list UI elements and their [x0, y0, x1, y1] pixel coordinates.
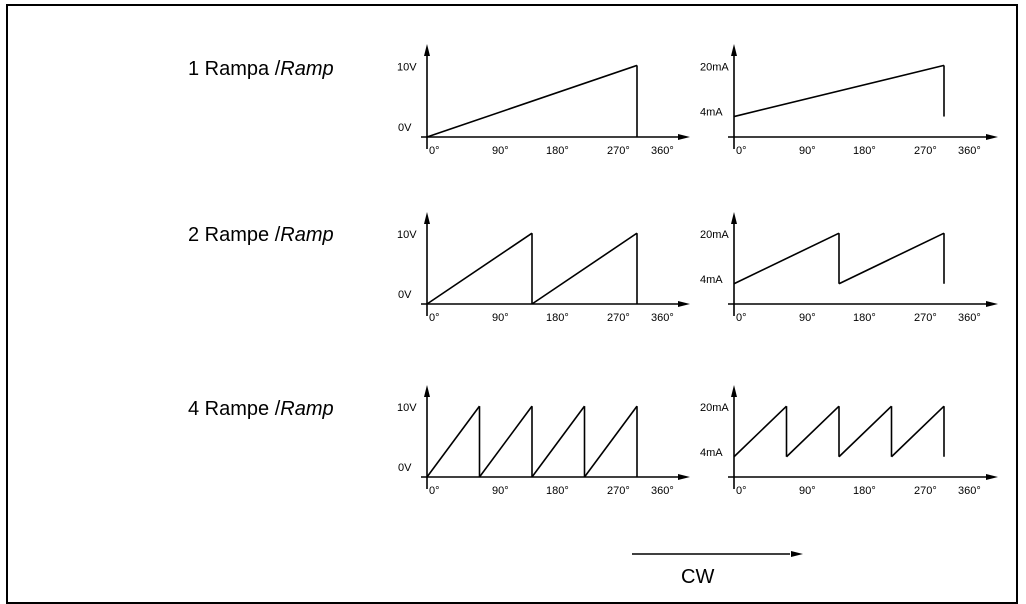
current-low-label: 4mA — [700, 447, 723, 459]
row-label-italic: Ramp — [280, 58, 334, 80]
voltage-x-axis-arrow — [678, 134, 690, 140]
current-y-axis-arrow — [731, 385, 737, 397]
angle-tick-label: 180° — [853, 145, 876, 157]
voltage-high-label: 10V — [397, 402, 417, 414]
row-label-2-ramps: 2 Rampe /Ramp — [188, 224, 334, 247]
voltage-y-axis-arrow — [424, 212, 430, 224]
angle-tick-label: 90° — [492, 312, 509, 324]
angle-tick-label: 180° — [546, 485, 569, 497]
current-y-axis-arrow — [731, 44, 737, 56]
row-label-text: 1 Rampa / — [188, 58, 281, 80]
angle-tick-label: 360° — [958, 485, 981, 497]
angle-tick-label: 90° — [799, 312, 816, 324]
angle-tick-label: 0° — [736, 312, 747, 324]
current-x-axis-arrow — [986, 474, 998, 480]
voltage-y-axis-arrow — [424, 385, 430, 397]
angle-tick-label: 360° — [958, 145, 981, 157]
current-high-label: 20mA — [700, 61, 729, 73]
angle-tick-label: 180° — [853, 312, 876, 324]
voltage-ramp-segment — [478, 405, 533, 478]
voltage-ramp-segment — [426, 405, 481, 478]
angle-tick-label: 360° — [651, 145, 674, 157]
angle-tick-label: 90° — [492, 145, 509, 157]
angle-tick-label: 90° — [492, 485, 509, 497]
current-y-axis-arrow — [731, 212, 737, 224]
angle-tick-label: 180° — [546, 145, 569, 157]
angle-tick-label: 270° — [914, 485, 937, 497]
voltage-y-axis-arrow — [424, 44, 430, 56]
current-ramp-segment — [890, 405, 945, 458]
angle-tick-label: 270° — [607, 312, 630, 324]
angle-tick-label: 0° — [736, 145, 747, 157]
current-low-label: 4mA — [700, 274, 723, 286]
angle-tick-label: 270° — [607, 485, 630, 497]
current-low-label: 4mA — [700, 107, 723, 119]
angle-tick-label: 270° — [607, 145, 630, 157]
current-high-label: 20mA — [700, 402, 729, 414]
current-ramp-segment — [733, 405, 788, 458]
angle-tick-label: 270° — [914, 145, 937, 157]
voltage-low-label: 0V — [398, 462, 412, 474]
voltage-x-axis-arrow — [678, 301, 690, 307]
current-ramp-segment — [733, 232, 840, 285]
row-label-4-ramps: 4 Rampe /Ramp — [188, 398, 334, 421]
voltage-ramp-segment — [531, 232, 638, 305]
current-ramp-segment — [838, 232, 945, 285]
angle-tick-label: 360° — [958, 312, 981, 324]
current-x-axis-arrow — [986, 134, 998, 140]
angle-tick-label: 360° — [651, 312, 674, 324]
voltage-high-label: 10V — [397, 61, 417, 73]
angle-tick-label: 0° — [429, 145, 440, 157]
angle-tick-label: 360° — [651, 485, 674, 497]
angle-tick-label: 270° — [914, 312, 937, 324]
angle-tick-label: 0° — [736, 485, 747, 497]
angle-tick-label: 0° — [429, 485, 440, 497]
row-label-text: 4 Rampe / — [188, 398, 281, 420]
voltage-ramp-segment — [583, 405, 638, 478]
row-label-italic: Ramp — [280, 224, 334, 246]
voltage-ramp-segment — [531, 405, 586, 478]
voltage-x-axis-arrow — [678, 474, 690, 480]
row-label-1-ramp: 1 Rampa /Ramp — [188, 58, 334, 81]
voltage-ramp-segment — [426, 64, 638, 138]
angle-tick-label: 90° — [799, 145, 816, 157]
cw-arrow-head — [791, 551, 803, 557]
angle-tick-label: 90° — [799, 485, 816, 497]
voltage-ramp-segment — [426, 232, 533, 305]
cw-label: CW — [681, 566, 715, 588]
current-ramp-segment — [785, 405, 840, 458]
current-ramp-segment — [838, 405, 893, 458]
row-label-text: 2 Rampe / — [188, 224, 281, 246]
current-ramp-segment — [733, 64, 945, 118]
angle-tick-label: 180° — [853, 485, 876, 497]
voltage-low-label: 0V — [398, 122, 412, 134]
current-x-axis-arrow — [986, 301, 998, 307]
voltage-high-label: 10V — [397, 229, 417, 241]
angle-tick-label: 0° — [429, 312, 440, 324]
row-label-italic: Ramp — [280, 398, 334, 420]
voltage-low-label: 0V — [398, 289, 412, 301]
angle-tick-label: 180° — [546, 312, 569, 324]
current-high-label: 20mA — [700, 229, 729, 241]
